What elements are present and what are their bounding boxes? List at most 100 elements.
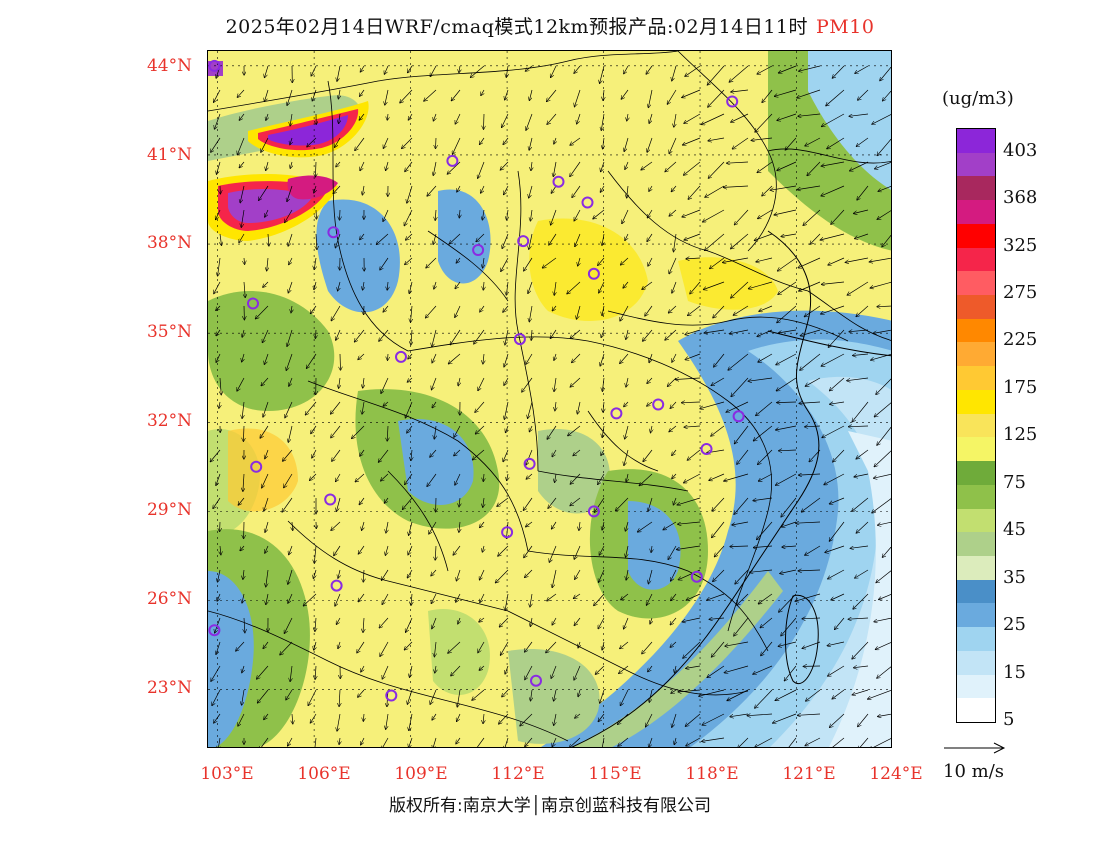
lon-label-103: 103°E [200, 764, 254, 784]
wind-arrow [647, 209, 653, 218]
wind-arrow [821, 305, 845, 314]
wind-arrow [409, 737, 413, 747]
wind-arrow [779, 65, 797, 73]
wind-arrow [759, 473, 773, 481]
wind-arrow [335, 233, 341, 248]
wind-arrow [547, 425, 557, 439]
wind-arrow [602, 521, 604, 530]
wind-arrow [877, 210, 891, 219]
wind-arrow [670, 617, 677, 625]
wind-arrow [216, 305, 221, 310]
wind-arrow [598, 257, 605, 265]
wind-arrow [878, 186, 891, 191]
wind-arrow [379, 617, 389, 628]
wind-arrow [456, 257, 461, 263]
wind-arrow [872, 114, 891, 124]
wind-arrow [619, 665, 629, 673]
wind-arrow [243, 425, 244, 441]
wind-arrow [622, 209, 629, 224]
wind-arrow [776, 473, 797, 485]
wind-arrow [774, 209, 797, 215]
wind-arrow [288, 425, 293, 442]
wind-arrow [381, 377, 389, 393]
wind-arrow [598, 713, 605, 722]
wind-arrow [476, 233, 485, 242]
legend-color-bin [957, 698, 995, 723]
city-station-marker [250, 460, 263, 473]
wind-arrow [381, 737, 389, 747]
legend-label: 5 [1003, 709, 1015, 730]
wind-arrow [683, 137, 701, 145]
wind-arrow [724, 186, 749, 187]
wind-arrow [828, 257, 845, 265]
wind-arrow [643, 329, 653, 341]
legend-color-bin [957, 674, 995, 699]
wind-arrow [411, 329, 412, 345]
wind-arrow [409, 521, 413, 535]
wind-arrow [570, 329, 581, 338]
wind-arrow [854, 209, 869, 214]
wind-arrow [758, 209, 773, 219]
wind-arrow [472, 689, 485, 700]
wind-arrow [874, 473, 891, 478]
wind-arrow [456, 593, 461, 602]
wind-arrow [701, 113, 725, 125]
wind-arrow [282, 497, 293, 512]
wind-arrow [411, 305, 413, 322]
wind-arrow [826, 89, 845, 106]
wind-arrow [574, 593, 581, 598]
wind-arrow [434, 641, 436, 657]
wind-arrow [383, 209, 389, 221]
wind-arrow [776, 425, 797, 430]
wind-arrow [218, 569, 221, 582]
wind-arrow [338, 281, 340, 291]
wind-arrow [314, 545, 316, 563]
wind-arrow [682, 209, 701, 217]
wind-arrow [728, 353, 749, 370]
wind-arrow [882, 546, 891, 557]
wind-arrow [779, 329, 797, 333]
wind-arrow [385, 545, 388, 555]
wind-arrow [754, 233, 773, 240]
wind-arrow [407, 377, 413, 382]
wind-arrow [852, 497, 869, 511]
wind-arrow [316, 209, 317, 219]
wind-arrow [805, 737, 821, 746]
wind-arrow [647, 593, 653, 605]
wind-arrow [880, 66, 891, 81]
wind-arrow [878, 713, 891, 717]
wind-arrow [292, 521, 293, 530]
wind-arrow [672, 713, 677, 727]
wind-arrow [754, 546, 773, 548]
wind-arrow [647, 377, 653, 383]
wind-arrow [573, 449, 581, 456]
wind-arrow [339, 737, 340, 744]
wind-arrow [626, 377, 628, 387]
wind-arrow [627, 185, 628, 198]
wind-arrow [386, 521, 388, 533]
wind-arrow [824, 473, 845, 485]
forecast-map[interactable] [207, 50, 892, 748]
wind-arrow [674, 113, 676, 127]
wind-arrow [598, 473, 605, 484]
wind-arrow [474, 329, 485, 344]
legend-label: 15 [1003, 661, 1026, 683]
wind-arrow [528, 281, 533, 293]
wind-arrow [478, 377, 485, 391]
wind-arrow [480, 593, 485, 602]
wind-arrow [648, 497, 653, 511]
wind-arrow [290, 665, 292, 681]
legend-color-bin [957, 318, 995, 343]
wind-arrow [525, 569, 533, 577]
wind-arrow [777, 161, 797, 171]
wind-arrow [311, 65, 317, 76]
wind-arrow [404, 641, 413, 650]
wind-arrow [711, 425, 725, 436]
wind-arrow [400, 89, 413, 103]
wind-arrow [705, 233, 725, 250]
wind-arrow [675, 665, 677, 673]
wind-arrow [786, 737, 797, 747]
legend-label: 175 [1003, 376, 1038, 398]
legend-color-bin [957, 271, 995, 296]
wind-arrow [714, 353, 725, 367]
